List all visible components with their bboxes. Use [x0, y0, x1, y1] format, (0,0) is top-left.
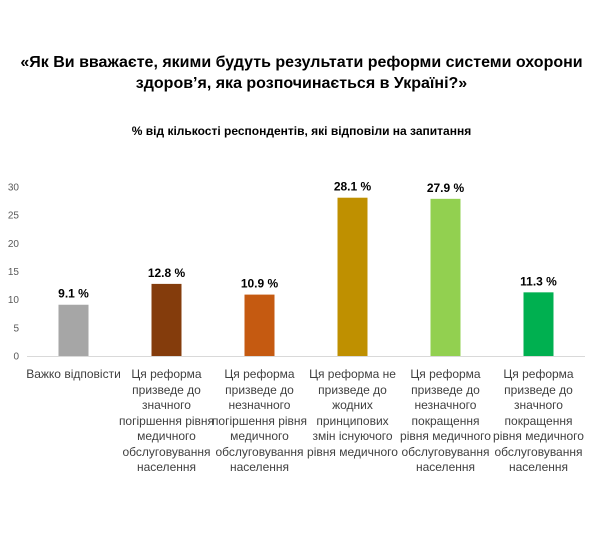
y-tick-label: 0	[13, 352, 19, 363]
bar-value-label: 28.1 %	[334, 180, 372, 194]
chart-subtitle: % від кількості респондентів, які відпов…	[131, 124, 472, 138]
chart-title: «Як Ви вважаєте, якими будуть результати…	[20, 54, 583, 92]
y-tick-label: 25	[8, 211, 20, 222]
y-tick-label: 20	[8, 239, 20, 250]
x-category-label: Ця реформа призведе до незначного покращ…	[400, 367, 491, 474]
bar	[430, 198, 461, 356]
x-category-label: Ця реформа призведе до значного погіршен…	[118, 367, 215, 474]
x-category-label: Важко відповісти	[26, 367, 121, 381]
bar-value-label: 12.8 %	[148, 266, 186, 280]
bar-value-label: 27.9 %	[427, 181, 465, 195]
x-category-label: Ця реформа призведе до незначного погірш…	[211, 367, 308, 474]
y-tick-label: 5	[13, 323, 19, 334]
bar	[151, 283, 182, 356]
y-tick-label: 15	[8, 267, 20, 278]
bar-value-label: 10.9 %	[241, 277, 279, 291]
bar-value-label: 11.3 %	[520, 274, 557, 288]
y-tick-label: 10	[8, 295, 20, 306]
bar-value-label: 9.1 %	[58, 287, 89, 301]
x-category-label: Ця реформа не призведе до жодних принцип…	[307, 367, 398, 459]
y-tick-label: 30	[8, 183, 20, 194]
x-category-label: Ця реформа призведе до значного покращен…	[493, 367, 584, 474]
bar	[337, 197, 368, 356]
bar	[523, 292, 554, 356]
bar	[244, 294, 275, 356]
bar	[58, 304, 89, 356]
